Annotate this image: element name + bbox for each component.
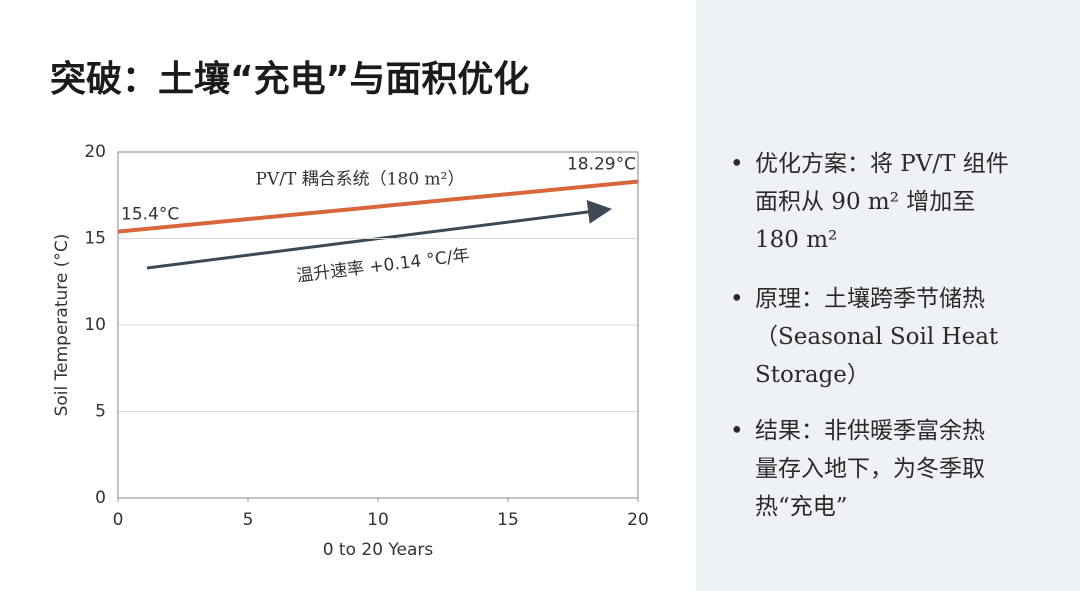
bullet-text: 原理：土壤跨季节储热 (755, 286, 985, 312)
bullet-text: Storage） (755, 362, 870, 388)
x-tick-label: 15 (497, 510, 519, 530)
x-tick-label: 5 (243, 510, 254, 530)
side-panel (696, 0, 1080, 591)
x-tick-label: 10 (367, 510, 389, 530)
series-label: PV/T 耦合系统（180 m²） (256, 170, 465, 190)
series-line (117, 179, 639, 234)
y-tick-label: 20 (84, 142, 106, 162)
slide-title: 突破：土壤“充电”与面积优化 (50, 59, 530, 100)
bullet-dot: • (730, 286, 744, 312)
bullet-text: （Seasonal Soil Heat (755, 324, 999, 350)
bullet-dot: • (730, 151, 744, 177)
bullet-text: 面积从 90 m² 增加至 (755, 189, 976, 215)
plot-frame (117, 151, 639, 499)
bullet-text: 热“充电” (755, 494, 848, 520)
y-tick-label: 10 (84, 315, 106, 335)
bullet-text: 结果：非供暖季富余热 (755, 418, 985, 444)
value-label: 15.4°C (121, 205, 179, 225)
bullet-text: 量存入地下，为冬季取 (755, 456, 985, 482)
x-axis-label: 0 to 20 Years (323, 540, 434, 560)
bullet-text: 180 m² (755, 227, 838, 253)
x-tick-label: 0 (113, 510, 124, 530)
y-tick-label: 0 (95, 488, 106, 508)
annotation: 温升速率 +0.14 °C/年 (295, 245, 470, 286)
bullet: • 原理：土壤跨季节储热 （Seasonal Soil Heat Storage） (730, 280, 998, 394)
bullet: • 结果：非供暖季富余热 量存入地下，为冬季取 热“充电” (730, 412, 985, 526)
y-tick-label: 15 (84, 229, 106, 249)
y-axis-label: Soil Temperature (°C) (52, 234, 72, 417)
bullet: • 优化方案：将 PV/T 组件 面积从 90 m² 增加至 180 m² (730, 145, 1009, 259)
x-tick-label: 20 (627, 510, 649, 530)
y-tick-label: 5 (95, 402, 106, 422)
bullet-dot: • (730, 418, 744, 444)
bullet-text: 优化方案：将 PV/T 组件 (755, 151, 1009, 177)
value-label: 18.29°C (567, 155, 636, 175)
